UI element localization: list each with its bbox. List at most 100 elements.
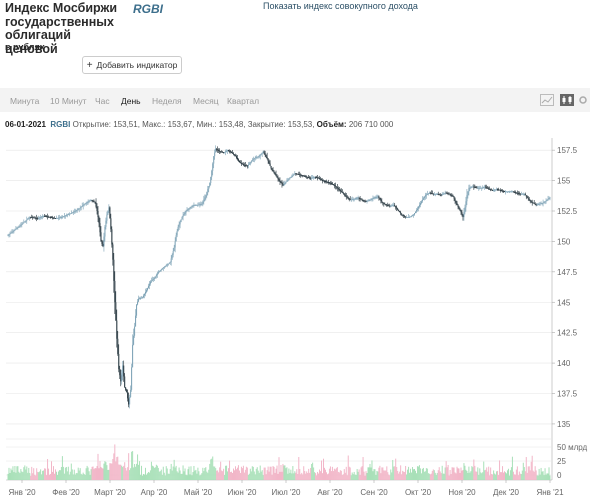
volume-bar [452, 467, 454, 480]
candle-body [367, 200, 369, 202]
price-chart[interactable]: 157.5 155 152.5 150 147.5 145 142.5 140 137.5 135… [0, 130, 590, 498]
volume-bar [102, 468, 104, 480]
unit-label: в рублях [5, 42, 45, 52]
candle-body [327, 182, 329, 183]
candle-body [428, 192, 430, 194]
candle-body [255, 157, 257, 158]
candle-body [132, 344, 134, 368]
candle-body [296, 173, 298, 175]
candle-body [189, 207, 191, 209]
candle-body [42, 216, 44, 218]
volume-bar [525, 457, 527, 480]
volume-bar [114, 444, 116, 480]
volume-bar [129, 470, 131, 480]
total-return-link[interactable]: Показать индекс совокупного дохода [263, 1, 418, 11]
candle-body [447, 193, 449, 195]
candle-body [87, 201, 89, 203]
tab-minute[interactable]: Минута [10, 96, 40, 106]
tab-month[interactable]: Месяц [193, 96, 219, 106]
volume-bar [81, 474, 83, 480]
candle-body [419, 203, 421, 205]
tab-day[interactable]: День [121, 96, 141, 106]
volume-bar [536, 475, 538, 480]
volume-bar [518, 471, 520, 480]
volume-bar [381, 467, 383, 480]
candle-body [254, 157, 256, 159]
volume-bar [312, 462, 314, 480]
volume-bar [290, 469, 292, 480]
volume-bar [435, 475, 437, 480]
candle-body [433, 193, 435, 195]
info-volume: 206 710 000 [348, 120, 394, 129]
candle-body [339, 190, 341, 191]
volume-bar [146, 473, 148, 480]
candle-body [261, 152, 263, 154]
volume-bar [296, 469, 298, 480]
candle-body [145, 290, 147, 292]
candle-body [233, 154, 235, 156]
candle-body [455, 200, 457, 203]
candle-body [415, 210, 417, 212]
volume-bar [422, 467, 424, 480]
volume-bar [359, 474, 361, 480]
volume-bar [30, 475, 32, 480]
candle-body [26, 219, 28, 221]
candle-body [183, 214, 185, 216]
candle-body [214, 152, 216, 157]
volume-bar [508, 475, 510, 480]
volume-bar [37, 471, 39, 480]
candle-body [206, 192, 208, 196]
candle-body [34, 217, 36, 219]
candle-body [489, 189, 491, 190]
candle-body [331, 183, 333, 185]
volume-bar [232, 472, 234, 480]
candle-body [187, 209, 189, 211]
volume-bar [511, 456, 513, 480]
line-chart-icon[interactable] [540, 94, 554, 106]
volume-bar [498, 475, 500, 480]
volume-bar [234, 466, 236, 480]
candle-body [94, 201, 96, 203]
candle-body [90, 200, 92, 201]
candle-body [392, 205, 394, 207]
candle-body [105, 220, 107, 227]
tab-hour[interactable]: Час [95, 96, 110, 106]
info-close: 153,53 [287, 120, 313, 129]
candle-body [245, 165, 247, 167]
volume-bar [265, 474, 267, 480]
volume-bar [539, 474, 541, 480]
volume-bar [485, 469, 487, 480]
tab-quarter[interactable]: Квартал [227, 96, 260, 106]
volume-bar [55, 471, 57, 480]
volume-bar [280, 465, 282, 480]
volume-bar [481, 473, 483, 480]
candle-body [513, 191, 515, 193]
volume-bar [355, 475, 357, 480]
volume-bar [509, 470, 511, 480]
volume-bar [241, 468, 243, 480]
candle-body [536, 204, 538, 206]
volume-bar [203, 471, 205, 480]
candle-body [78, 208, 80, 210]
volume-bar [445, 461, 447, 480]
tab-10-minutes[interactable]: 10 Минут [50, 96, 87, 106]
candle-body [265, 155, 267, 157]
volume-bar [331, 466, 333, 480]
tab-week[interactable]: Неделя [152, 96, 182, 106]
volume-bar [196, 473, 198, 480]
volume-bar [111, 463, 113, 480]
volume-bar [208, 469, 210, 480]
candle-body [547, 198, 549, 200]
volume-bar [486, 467, 488, 480]
volume-bar [499, 460, 501, 480]
title-line: государственных [5, 14, 114, 29]
candle-body [20, 224, 22, 226]
volume-bar [86, 465, 88, 480]
candle-body [68, 213, 70, 215]
volume-bar [467, 472, 469, 480]
settings-icon[interactable] [578, 94, 588, 106]
add-indicator-button[interactable]: + Добавить индикатор [82, 56, 182, 74]
candle-chart-icon[interactable] [560, 94, 574, 106]
candle-body [169, 262, 171, 264]
candle-body [131, 367, 133, 390]
